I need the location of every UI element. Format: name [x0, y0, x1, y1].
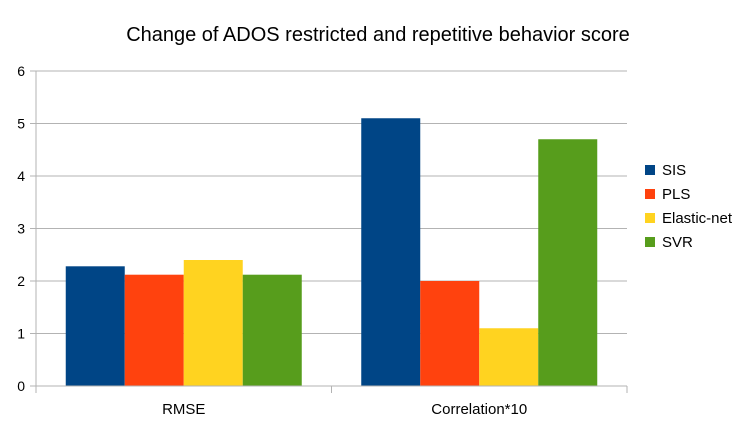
- bar-svr-correlation-10: [538, 139, 598, 386]
- chart-title: Change of ADOS restricted and repetitive…: [126, 24, 630, 46]
- legend: SIS PLS Elastic-net SVR: [645, 162, 733, 251]
- y-tick-label-4: 4: [17, 168, 25, 184]
- bar-sis-rmse: [65, 266, 125, 386]
- y-tick-label-1: 1: [17, 326, 25, 342]
- bar-elastic-net-correlation-10: [479, 328, 539, 386]
- bar-sis-correlation-10: [361, 118, 421, 386]
- bars: [65, 118, 598, 386]
- y-tick-label-3: 3: [17, 221, 25, 237]
- bar-svr-rmse: [242, 274, 302, 386]
- legend-swatch-svr: [645, 237, 655, 247]
- bar-elastic-net-rmse: [183, 260, 243, 386]
- y-axis-tick-labels: 0 1 2 3 4 5 6: [17, 63, 25, 394]
- legend-label-pls: PLS: [662, 186, 690, 203]
- x-axis-category-labels: RMSE Correlation*10: [162, 401, 527, 418]
- legend-label-sis: SIS: [662, 162, 686, 179]
- legend-swatch-elastic-net: [645, 213, 655, 223]
- y-tick-label-6: 6: [17, 63, 25, 79]
- bar-pls-correlation-10: [420, 281, 480, 386]
- legend-label-elastic-net: Elastic-net: [662, 210, 733, 227]
- y-tick-label-0: 0: [17, 378, 25, 394]
- bar-pls-rmse: [124, 274, 184, 386]
- y-tick-label-5: 5: [17, 116, 25, 132]
- y-tick-label-2: 2: [17, 273, 25, 289]
- legend-label-svr: SVR: [662, 234, 693, 251]
- legend-swatch-pls: [645, 189, 655, 199]
- legend-swatch-sis: [645, 165, 655, 175]
- axes: [35, 71, 628, 393]
- x-category-label-correlation-10: Correlation*10: [431, 401, 527, 418]
- x-category-label-rmse: RMSE: [162, 401, 205, 418]
